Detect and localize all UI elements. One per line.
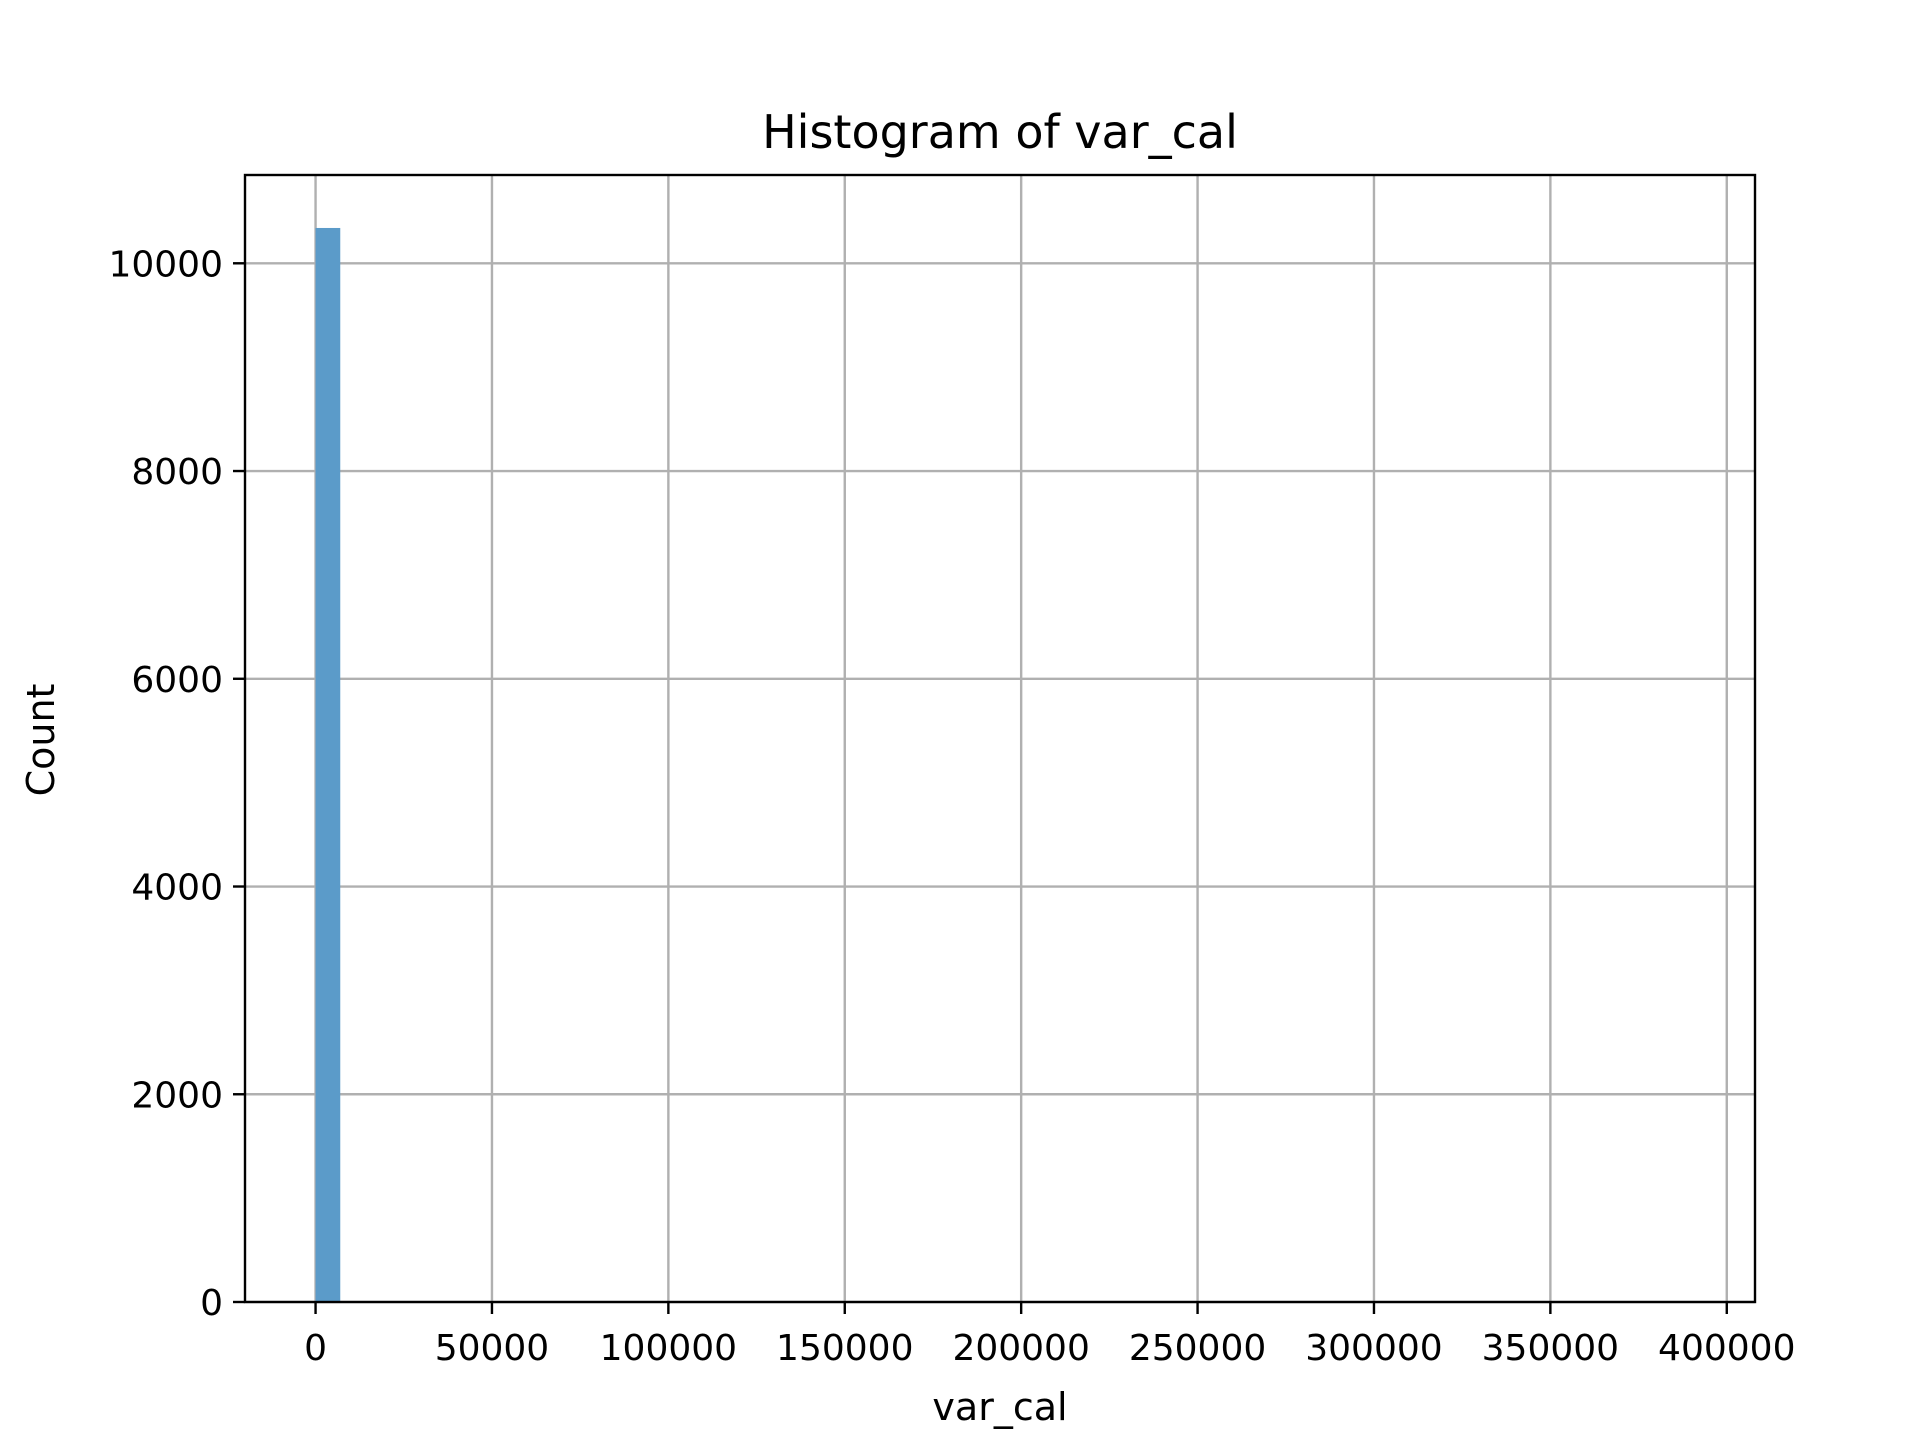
y-tick-label: 2000 — [131, 1075, 223, 1116]
grid — [245, 175, 1755, 1304]
chart-title: Histogram of var_cal — [762, 105, 1238, 159]
x-tick-label: 400000 — [1658, 1328, 1795, 1369]
y-tick-label: 0 — [200, 1283, 223, 1324]
x-tick-label: 0 — [304, 1328, 327, 1369]
x-tick-label: 200000 — [952, 1328, 1089, 1369]
histogram-bar — [315, 227, 341, 1302]
y-axis-label: Count — [19, 684, 63, 797]
x-tick-label: 250000 — [1129, 1328, 1266, 1369]
x-tick-label: 350000 — [1482, 1328, 1619, 1369]
x-tick-label: 300000 — [1305, 1328, 1442, 1369]
y-tick-label: 10000 — [108, 244, 223, 285]
x-tick-label: 50000 — [435, 1328, 550, 1369]
y-tick-label: 8000 — [131, 452, 223, 493]
bars — [315, 227, 341, 1302]
x-axis-label: var_cal — [932, 1385, 1067, 1429]
x-tick-label: 100000 — [600, 1328, 737, 1369]
plot-frame — [243, 173, 1757, 1304]
y-tick-label: 6000 — [131, 660, 223, 701]
ticks: 0 50000 100000 150000 200000 250000 300000 3500… — [108, 244, 1795, 1369]
y-tick-label: 4000 — [131, 868, 223, 909]
x-tick-label: 150000 — [776, 1328, 913, 1369]
